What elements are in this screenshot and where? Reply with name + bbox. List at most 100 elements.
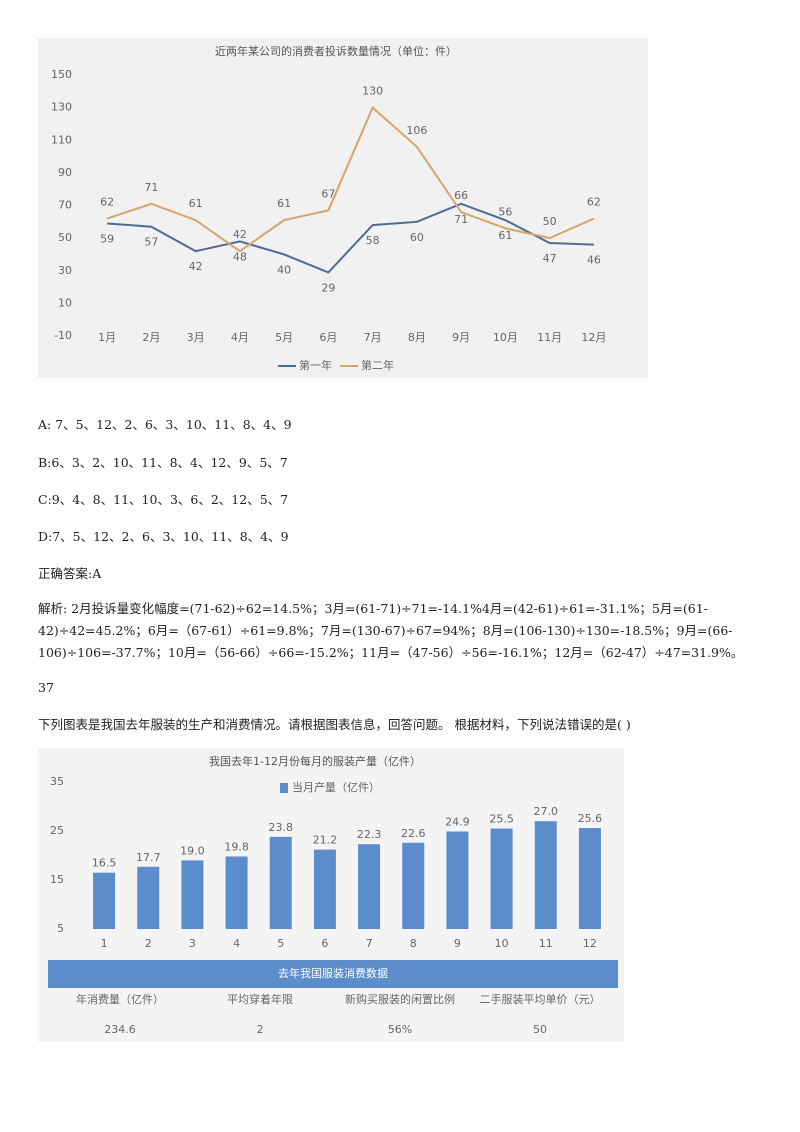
bar	[93, 872, 116, 929]
data-label: 66	[454, 189, 468, 202]
data-label: 61	[189, 197, 203, 210]
option: B:6、3、2、10、11、8、4、12、9、5、7	[38, 455, 288, 470]
data-label: 57	[144, 236, 158, 249]
data-label: 22.3	[357, 828, 382, 841]
y-tick-label: -10	[54, 329, 72, 342]
data-label: 22.6	[401, 827, 426, 840]
data-label: 60	[410, 231, 424, 244]
data-label: 27.0	[534, 805, 559, 818]
bar	[313, 849, 336, 929]
chart-background	[38, 38, 648, 378]
x-tick-label: 6	[321, 937, 328, 950]
bar-chart: 我国去年1-12月份每月的服装产量（亿件） 去年我国服装消费数据 5152535…	[38, 748, 624, 1042]
data-label: 71	[454, 213, 468, 226]
x-tick-label: 9	[454, 937, 461, 950]
legend-label: 第一年	[299, 358, 332, 372]
bar	[446, 831, 469, 929]
table-cell: 50	[533, 1023, 547, 1036]
y-tick-label: 25	[50, 824, 64, 837]
bar	[358, 844, 381, 929]
option: C:9、4、8、11、10、3、6、2、12、5、7	[38, 492, 289, 507]
series-line	[106, 105, 595, 253]
data-label: 61	[277, 197, 291, 210]
table-header: 平均穿着年限	[227, 992, 293, 1006]
x-tick-label: 5	[277, 937, 284, 950]
table-header: 新购买服装的闲置比例	[345, 992, 455, 1006]
data-label: 21.2	[313, 834, 338, 847]
data-label: 29	[321, 281, 335, 294]
table-title: 去年我国服装消费数据	[278, 966, 388, 980]
x-tick-label: 2月	[142, 331, 160, 344]
y-tick-label: 5	[57, 922, 64, 935]
data-label: 46	[587, 254, 601, 267]
question: 下列图表是我国去年服装的生产和消费情况。请根据图表信息，回答问题。 根据材料，下…	[38, 717, 631, 732]
x-tick-label: 7月	[364, 331, 382, 344]
data-label: 42	[189, 260, 203, 273]
data-label: 25.6	[578, 812, 603, 825]
legend-label: 第二年	[361, 358, 394, 372]
legend-swatch	[280, 783, 288, 793]
option: D:7、5、12、2、6、3、10、11、8、4、9	[38, 529, 289, 544]
y-tick-label: 15	[50, 873, 64, 886]
analysis: 解析: 2月投诉量变化幅度=(71-62)÷62=14.5%；3月=(61-71…	[38, 601, 744, 660]
x-tick-label: 4	[233, 937, 240, 950]
y-tick-label: 50	[58, 231, 72, 244]
x-tick-label: 6月	[319, 331, 337, 344]
y-tick-label: 90	[58, 166, 72, 179]
x-tick-label: 9月	[452, 331, 470, 344]
bar	[137, 866, 160, 929]
answer: 正确答案:A	[38, 566, 102, 581]
y-tick-label: 30	[58, 264, 72, 277]
option: A: 7、5、12、2、6、3、10、11、8、4、9	[38, 417, 292, 432]
x-tick-label: 3	[189, 937, 196, 950]
x-tick-label: 7	[366, 937, 373, 950]
x-tick-label: 2	[145, 937, 152, 950]
data-label: 23.8	[269, 821, 294, 834]
data-label: 25.5	[489, 813, 514, 826]
data-label: 50	[543, 215, 557, 228]
data-label: 58	[366, 234, 380, 247]
x-tick-label: 12	[583, 937, 597, 950]
data-label: 19.0	[180, 844, 205, 857]
table-cell: 234.6	[104, 1023, 136, 1036]
x-tick-label: 3月	[187, 331, 205, 344]
data-label: 71	[144, 181, 158, 194]
chart-title: 我国去年1-12月份每月的服装产量（亿件）	[209, 754, 421, 768]
y-tick-label: 10	[58, 296, 72, 309]
data-label: 17.7	[136, 851, 161, 864]
x-tick-label: 12月	[581, 331, 606, 344]
question-number: 37	[38, 680, 54, 695]
data-label: 40	[277, 263, 291, 276]
x-tick-label: 11月	[537, 331, 562, 344]
bar	[534, 821, 557, 929]
table-header: 年消费量（亿件）	[76, 992, 164, 1006]
x-tick-label: 5月	[275, 331, 293, 344]
data-label: 24.9	[445, 815, 470, 828]
data-label: 62	[587, 196, 601, 209]
data-label: 56	[498, 205, 512, 218]
data-label: 67	[321, 187, 335, 200]
x-tick-label: 8	[410, 937, 417, 950]
x-tick-label: 8月	[408, 331, 426, 344]
data-label: 48	[233, 250, 247, 263]
y-tick-label: 130	[51, 101, 72, 114]
x-tick-label: 11	[539, 937, 553, 950]
line-chart: 近两年某公司的消费者投诉数量情况（单位：件） -10 10 30 50 70 90 110 1…	[38, 38, 648, 378]
y-tick-label: 150	[51, 68, 72, 81]
y-tick-label: 70	[58, 199, 72, 212]
series-line	[107, 202, 594, 274]
bar	[225, 856, 248, 929]
data-label: 61	[498, 229, 512, 242]
table-cell: 56%	[388, 1023, 412, 1036]
x-tick-label: 4月	[231, 331, 249, 344]
data-label: 59	[100, 232, 114, 245]
bar	[181, 860, 204, 929]
y-tick-label: 35	[50, 775, 64, 788]
data-label: 106	[406, 124, 427, 137]
table-header: 二手服装平均单价（元）	[480, 992, 601, 1006]
x-tick-label: 10	[495, 937, 509, 950]
x-tick-label: 1	[101, 937, 108, 950]
table-cell: 2	[257, 1023, 264, 1036]
legend-label: 当月产量（亿件）	[292, 780, 380, 794]
